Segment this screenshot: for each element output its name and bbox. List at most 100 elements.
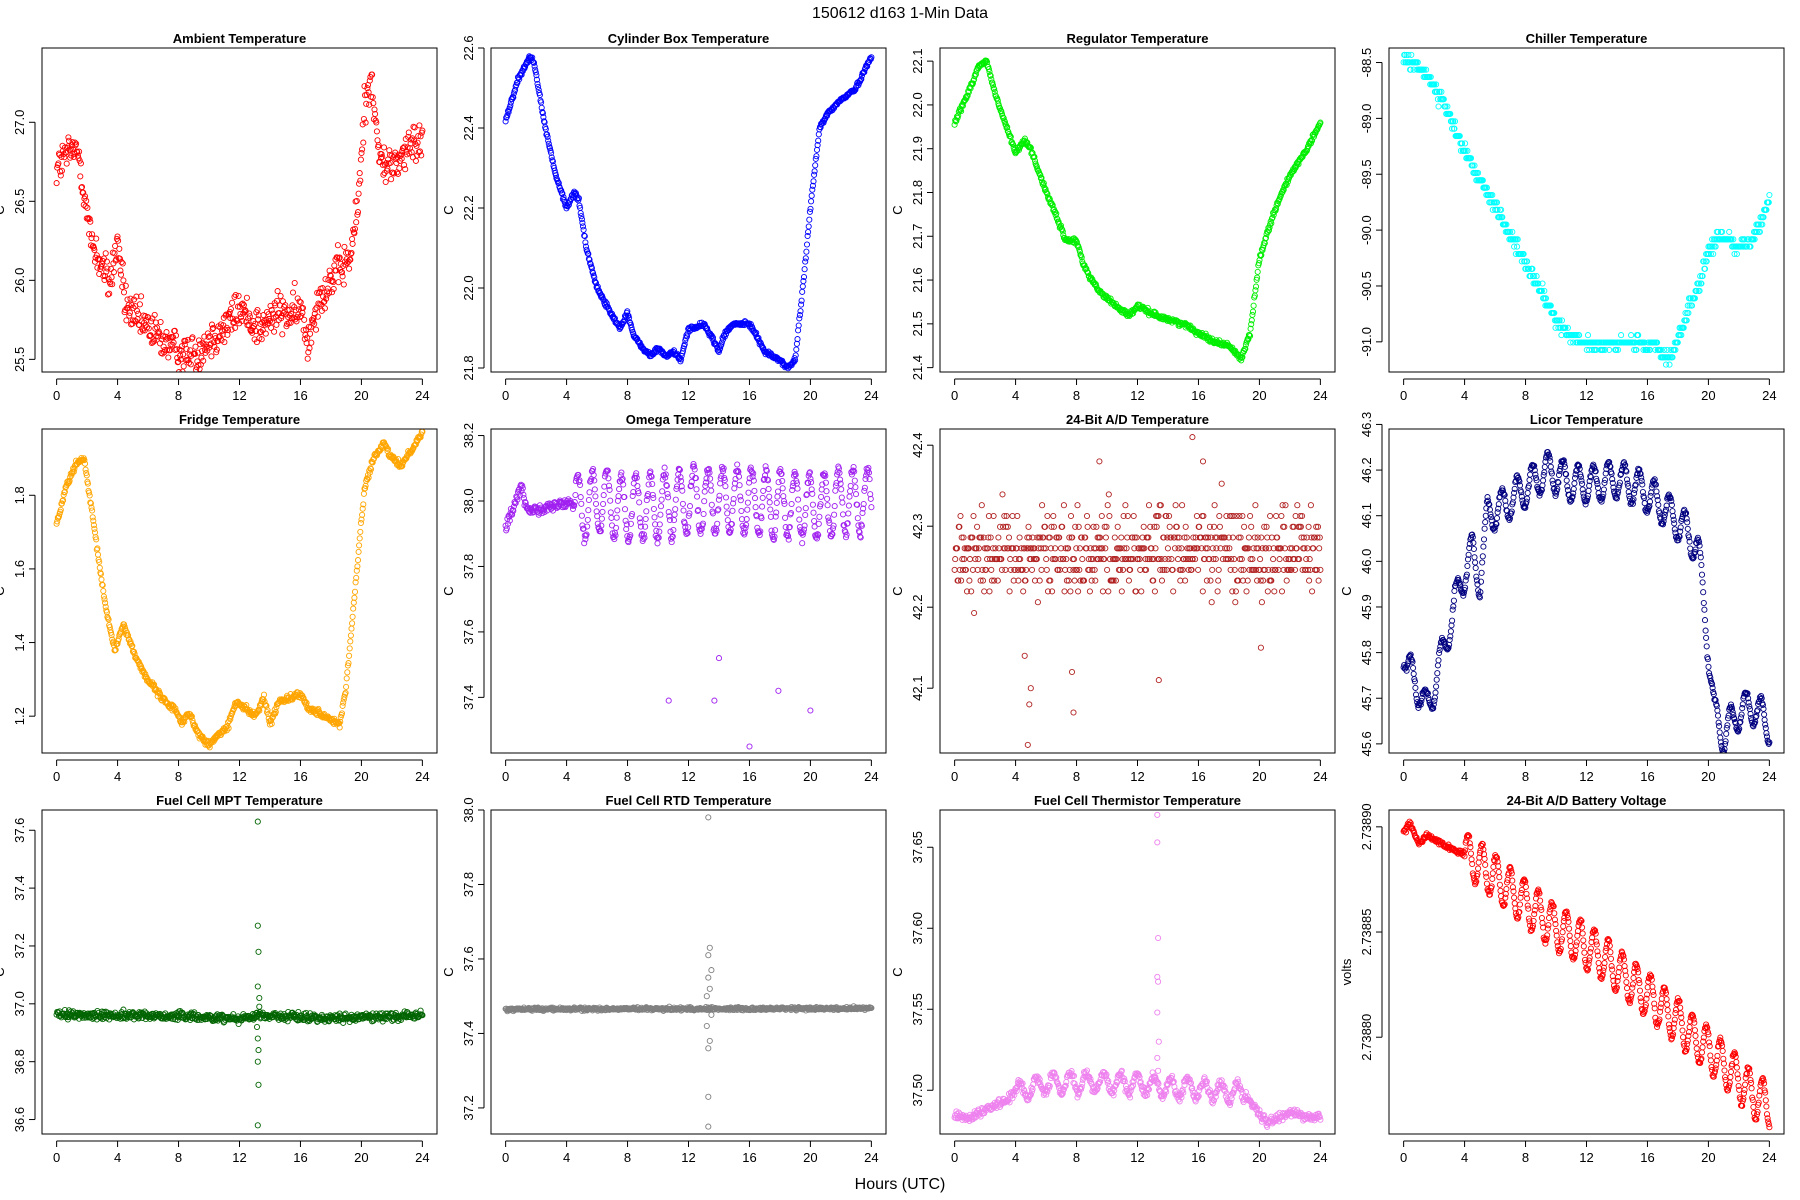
data-point <box>1431 81 1438 88</box>
data-point <box>1731 250 1738 258</box>
data-point <box>1300 534 1307 541</box>
data-point <box>1189 556 1196 563</box>
data-point <box>1049 556 1056 563</box>
data-point <box>352 579 359 586</box>
data-point <box>1230 512 1237 520</box>
data-point <box>811 523 818 530</box>
data-point <box>1615 346 1622 353</box>
data-point <box>814 531 821 538</box>
data-point <box>1728 236 1735 243</box>
data-point <box>1178 545 1185 552</box>
data-point <box>999 491 1006 498</box>
data-point <box>748 469 756 476</box>
data-point <box>742 524 749 531</box>
data-point <box>506 517 513 524</box>
data-point <box>175 713 182 720</box>
data-point <box>1067 512 1075 520</box>
data-point <box>1710 250 1717 258</box>
data-point <box>145 325 152 332</box>
data-point <box>1431 697 1438 704</box>
data-point <box>581 233 588 240</box>
data-point <box>1117 566 1124 573</box>
data-point <box>405 129 412 136</box>
data-point <box>681 341 688 348</box>
data-point <box>1609 476 1616 483</box>
data-point <box>779 477 786 485</box>
data-point <box>1104 566 1111 573</box>
data-point <box>953 117 960 124</box>
data-point <box>1584 495 1591 502</box>
data-point <box>1017 556 1024 563</box>
data-point <box>1418 697 1425 704</box>
data-point <box>991 577 998 584</box>
data-point <box>417 434 424 441</box>
data-point <box>720 465 727 472</box>
data-point <box>672 506 679 513</box>
data-point <box>356 180 363 187</box>
data-point <box>1510 494 1517 501</box>
data-point <box>1407 651 1414 658</box>
y-tick-label: 1.4 <box>12 634 27 652</box>
data-point <box>1063 556 1070 563</box>
data-point <box>1096 534 1104 541</box>
data-point <box>1066 534 1073 541</box>
data-point <box>640 535 647 543</box>
x-axis: 0 4 8 12 16 20 24 <box>951 759 1328 784</box>
data-point <box>1489 191 1496 199</box>
data-point <box>517 481 525 488</box>
data-point <box>819 481 826 488</box>
data-point <box>1039 502 1046 509</box>
data-point <box>111 250 118 257</box>
data-point <box>1240 347 1247 354</box>
data-point <box>390 170 398 177</box>
data-point <box>1284 178 1291 185</box>
data-point <box>628 324 635 331</box>
data-point <box>577 494 584 501</box>
data-point <box>1239 577 1247 584</box>
data-point <box>191 722 198 729</box>
data-point <box>1247 512 1254 520</box>
data-point <box>987 534 994 541</box>
data-point <box>1249 311 1256 318</box>
data-point <box>347 632 354 639</box>
data-point-outlier <box>775 687 782 694</box>
data-point <box>1276 556 1283 563</box>
data-point <box>383 160 390 167</box>
data-point <box>1036 171 1043 178</box>
data-point <box>1216 523 1223 530</box>
data-point <box>1316 545 1323 552</box>
data-point <box>1531 467 1538 474</box>
data-point <box>509 511 516 518</box>
data-point <box>811 168 818 175</box>
data-point <box>1054 566 1062 573</box>
data-point <box>1218 480 1225 487</box>
data-point <box>1191 545 1198 552</box>
data-point <box>614 497 621 504</box>
data-point <box>802 505 809 512</box>
data-point <box>804 232 811 240</box>
data-point <box>1693 287 1700 294</box>
data-point <box>1208 534 1215 541</box>
data-point <box>1435 657 1442 664</box>
data-point <box>582 239 589 246</box>
data-point <box>1001 118 1008 125</box>
data-point <box>1128 556 1135 563</box>
data-point <box>364 85 371 92</box>
data-point <box>336 255 343 262</box>
data-point <box>1179 566 1186 573</box>
data-point <box>1687 295 1694 302</box>
data-point <box>1142 556 1149 563</box>
data-point <box>693 486 700 493</box>
data-point <box>1158 556 1165 563</box>
data-point <box>1110 577 1117 584</box>
data-point <box>1531 462 1538 469</box>
data-point <box>813 153 820 160</box>
data-point <box>1514 236 1521 243</box>
data-point <box>198 354 205 361</box>
data-point <box>66 477 73 485</box>
data-point <box>1038 174 1045 181</box>
data-point <box>650 494 657 502</box>
data-point <box>852 491 860 498</box>
data-point <box>809 490 816 497</box>
chart-title: Omega Temperature <box>626 412 751 427</box>
